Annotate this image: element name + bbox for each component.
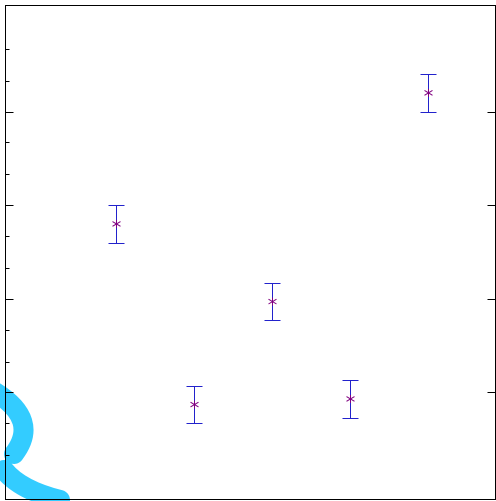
data-point	[186, 386, 203, 424]
marker-stroke	[112, 221, 121, 227]
data-point	[108, 205, 125, 244]
marker-stroke	[268, 298, 277, 305]
marker-stroke	[190, 401, 199, 408]
data-point	[264, 283, 281, 321]
axis-ticks	[5, 49, 496, 456]
watermark-artifact	[0, 383, 70, 501]
data-point	[342, 380, 359, 419]
marker-stroke	[424, 90, 433, 96]
plot-frame	[5, 5, 496, 500]
data-marks	[108, 74, 437, 424]
data-point	[420, 74, 437, 113]
marker-stroke	[346, 396, 355, 402]
